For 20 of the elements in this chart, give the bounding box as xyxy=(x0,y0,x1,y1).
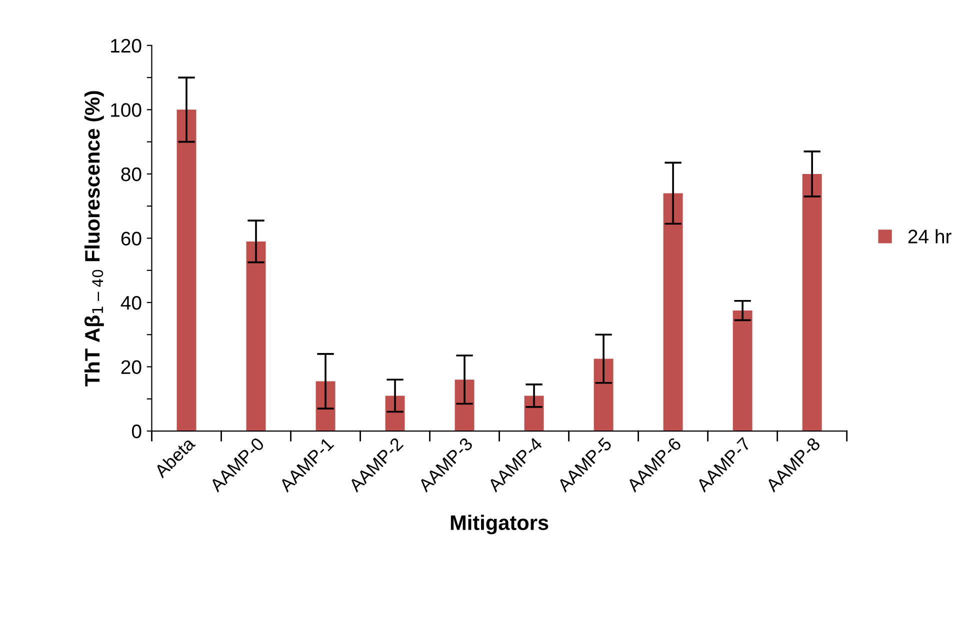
y-tick-label: 40 xyxy=(120,296,142,310)
y-tick-label: 120 xyxy=(111,38,142,53)
y-tick-label: 0 xyxy=(132,424,142,438)
bar xyxy=(663,193,683,432)
bar xyxy=(802,174,822,432)
bar xyxy=(454,380,474,432)
y-tick-label: 60 xyxy=(121,232,142,246)
y-tick-label: 20 xyxy=(121,360,142,374)
bar xyxy=(316,381,336,432)
y-tick-label: 80 xyxy=(121,167,142,182)
x-axis-title: Mitigators xyxy=(450,514,548,534)
bar xyxy=(524,396,544,432)
bar xyxy=(385,396,405,432)
bar xyxy=(732,310,752,432)
bar xyxy=(594,358,614,432)
y-tick-label: 100 xyxy=(111,103,142,117)
bar xyxy=(176,110,196,432)
legend-label: 24 hr xyxy=(908,229,952,244)
bar xyxy=(246,241,266,432)
y-axis-title: ThT Aβ$_{1−40}$ Fluorescence (%) xyxy=(84,91,104,386)
